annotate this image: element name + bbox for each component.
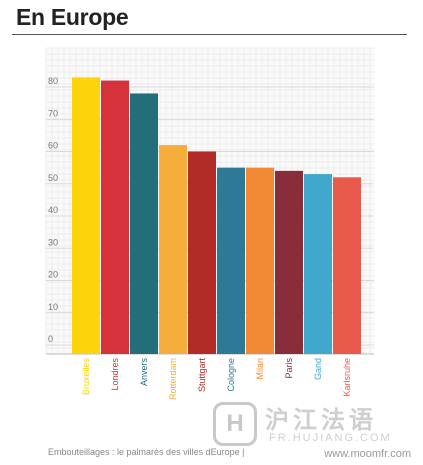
x-tick-label: Londres bbox=[110, 358, 120, 391]
x-tick-label: Paris bbox=[284, 358, 294, 379]
y-tick-label: 10 bbox=[48, 302, 58, 312]
bar-londres bbox=[101, 80, 129, 355]
y-tick-label: 70 bbox=[48, 108, 58, 118]
y-tick-label: 40 bbox=[48, 205, 58, 215]
bar-stuttgart bbox=[188, 151, 216, 354]
chart-caption: Embouteillages : le palmarès des villes … bbox=[48, 447, 245, 457]
watermark-logo-icon: H bbox=[213, 402, 257, 446]
x-tick-label: Gand bbox=[313, 358, 323, 380]
y-tick-label: 50 bbox=[48, 173, 58, 183]
x-tick-label: Anvers bbox=[139, 358, 149, 387]
y-tick-label: 20 bbox=[48, 270, 58, 280]
bar-paris bbox=[275, 170, 303, 354]
watermark-url: www.moomfr.com bbox=[324, 448, 411, 460]
x-tick-label: Cologne bbox=[226, 358, 236, 392]
bar-gand bbox=[304, 174, 332, 354]
bar-anvers bbox=[130, 93, 158, 354]
y-tick-label: 60 bbox=[48, 141, 58, 151]
y-tick-label: 0 bbox=[48, 334, 53, 344]
title-divider bbox=[12, 34, 407, 35]
bar-karlsruhe bbox=[333, 177, 361, 354]
bar-milan bbox=[246, 167, 274, 354]
page-title: En Europe bbox=[16, 4, 129, 30]
bar-rotterdam bbox=[159, 145, 187, 354]
watermark-site: FR.HUJIANG.COM bbox=[269, 432, 392, 444]
x-tick-label: Karlsruhe bbox=[342, 358, 352, 397]
x-tick-label: Stuttgart bbox=[197, 358, 207, 393]
watermark: H 沪江法语 FR.HUJIANG.COM bbox=[213, 400, 413, 448]
x-tick-label: Milan bbox=[255, 358, 265, 380]
bar-bruxelles bbox=[72, 77, 100, 354]
y-tick-label: 80 bbox=[48, 76, 58, 86]
bar-cologne bbox=[217, 167, 245, 354]
y-tick-label: 30 bbox=[48, 237, 58, 247]
x-tick-label: Rotterdam bbox=[168, 358, 178, 400]
watermark-name: 沪江法语 bbox=[265, 407, 377, 434]
x-tick-label: Bruxelles bbox=[81, 358, 91, 396]
